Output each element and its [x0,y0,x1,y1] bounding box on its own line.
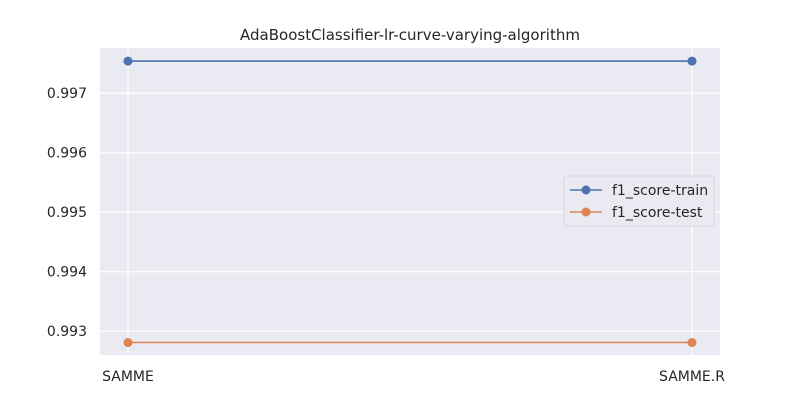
x-axis: SAMME SAMME.R [102,369,725,385]
legend-label: f1_score-test [612,205,703,221]
legend: f1_score-train f1_score-test [563,175,715,227]
y-tick-label: 0.997 [47,86,87,102]
data-point [123,56,133,66]
y-tick-label: 0.996 [47,146,87,162]
data-point [687,56,697,66]
x-tick-label: SAMME.R [659,369,725,385]
chart-title: AdaBoostClassifier-lr-curve-varying-algo… [240,26,580,44]
series-group [123,56,697,348]
legend-label: f1_score-train [612,183,708,199]
y-tick-label: 0.994 [47,265,87,281]
legend-box [563,175,715,227]
y-axis: 0.993 0.994 0.995 0.996 0.997 [47,86,87,340]
y-tick-label: 0.993 [47,324,87,340]
y-tick-label: 0.995 [47,205,87,221]
data-point [687,338,697,348]
legend-marker [581,207,591,217]
legend-marker [581,185,591,195]
x-tick-label: SAMME [102,369,154,385]
data-point [123,338,133,348]
grid [100,48,720,355]
